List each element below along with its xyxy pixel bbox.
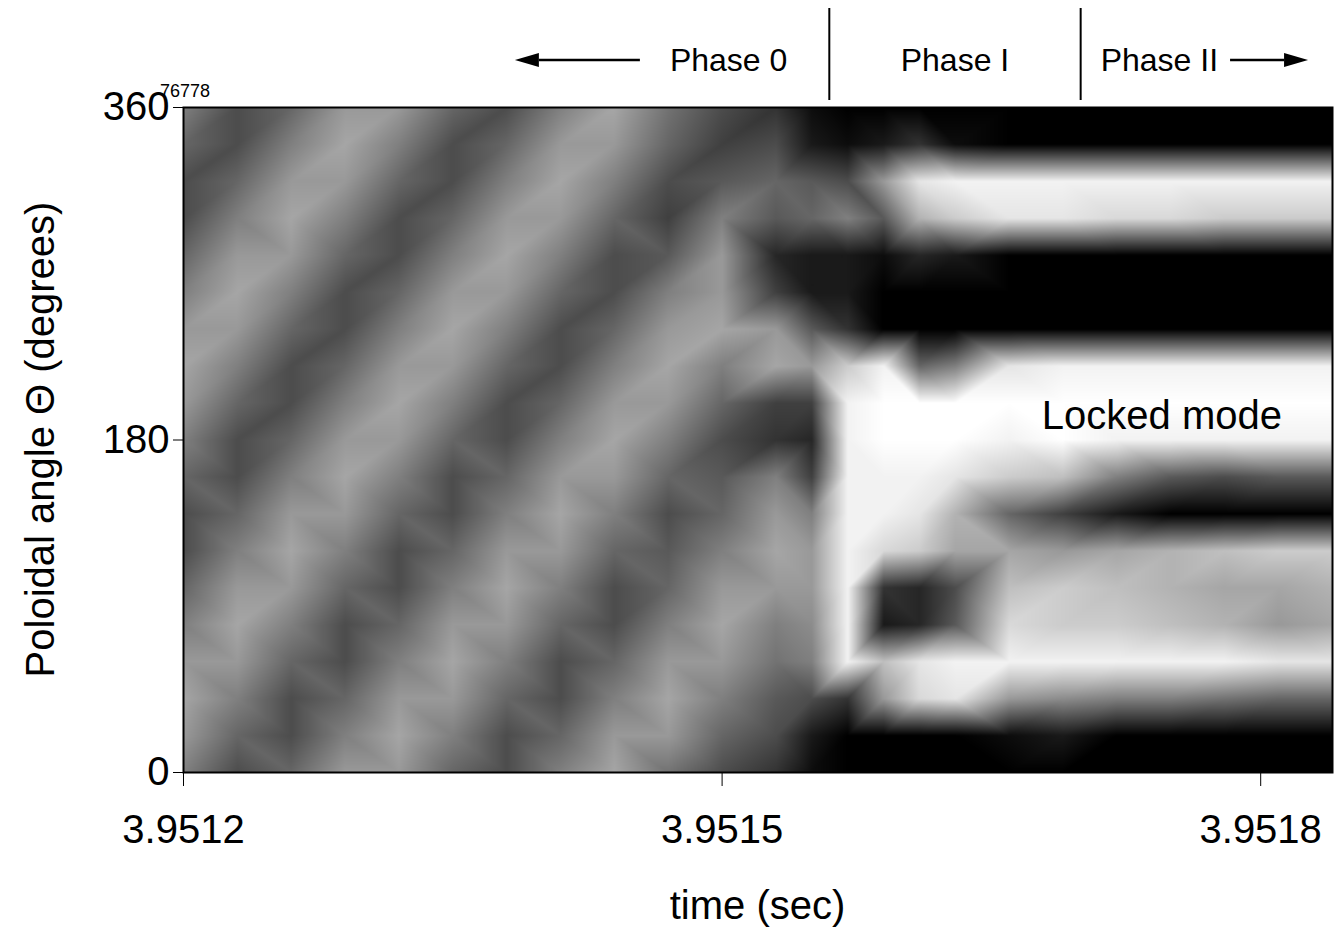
svg-text:Phase I: Phase I [901,42,1010,78]
svg-text:180: 180 [103,417,170,461]
svg-text:Phase II: Phase II [1101,42,1218,78]
svg-text:76778: 76778 [160,81,210,101]
svg-text:3.9512: 3.9512 [122,807,244,851]
svg-text:360: 360 [102,84,170,129]
svg-text:Phase 0: Phase 0 [670,42,787,78]
svg-text:3.9518: 3.9518 [1200,807,1322,851]
svg-text:3.9515: 3.9515 [661,807,783,851]
svg-text:time (sec): time (sec) [670,883,846,927]
svg-text:Poloidal angle Θ (degrees): Poloidal angle Θ (degrees) [18,202,62,678]
svg-text:Locked mode: Locked mode [1042,393,1282,437]
svg-text:0: 0 [147,749,169,793]
